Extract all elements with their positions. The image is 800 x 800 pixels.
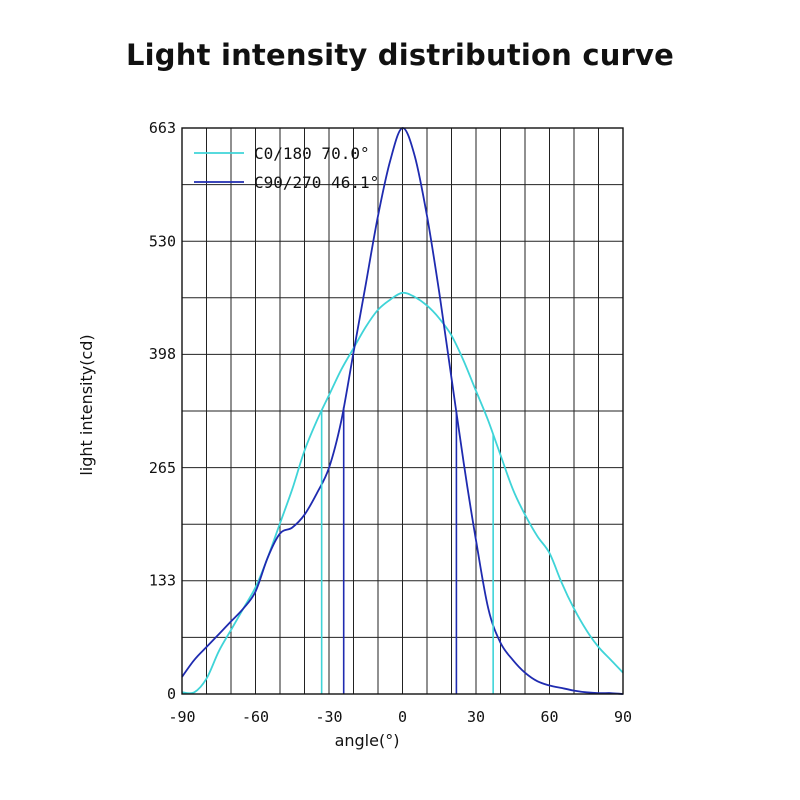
beam-angle-markers — [320, 407, 494, 694]
y-tick-labels: 0 133 265 398 530 663 — [149, 119, 176, 703]
chart-title: Light intensity distribution curve — [125, 38, 675, 72]
y-tick-label: 133 — [149, 571, 176, 589]
y-tick-label: 265 — [149, 459, 176, 477]
x-tick-label: 0 — [398, 708, 407, 726]
legend-entry: C0/180 70.0° — [254, 144, 370, 163]
legend-entry: C90/270 46.1° — [254, 173, 379, 192]
y-tick-label: 0 — [167, 685, 176, 703]
x-tick-labels: -90 -60 -30 0 30 60 90 — [168, 708, 632, 726]
plot-frame — [181, 127, 624, 695]
series-line-1 — [181, 291, 624, 695]
y-tick-label: 530 — [149, 233, 176, 251]
x-tick-label: 90 — [614, 708, 632, 726]
legend: C0/180 70.0° C90/270 46.1° — [194, 144, 379, 192]
x-tick-label: -30 — [315, 708, 342, 726]
y-tick-label: 398 — [149, 345, 176, 363]
x-tick-label: 60 — [540, 708, 558, 726]
grid-lines — [182, 128, 623, 694]
x-axis-label: angle(°) — [335, 731, 400, 750]
y-axis-label: light intensity(cd) — [77, 334, 96, 475]
x-tick-label: -60 — [242, 708, 269, 726]
y-tick-label: 663 — [149, 119, 176, 137]
x-tick-label: -90 — [168, 708, 195, 726]
x-tick-label: 30 — [467, 708, 485, 726]
